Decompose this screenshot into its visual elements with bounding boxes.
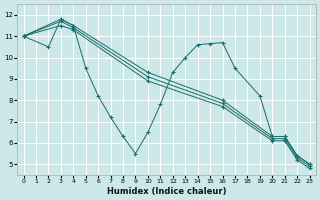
X-axis label: Humidex (Indice chaleur): Humidex (Indice chaleur): [107, 187, 226, 196]
